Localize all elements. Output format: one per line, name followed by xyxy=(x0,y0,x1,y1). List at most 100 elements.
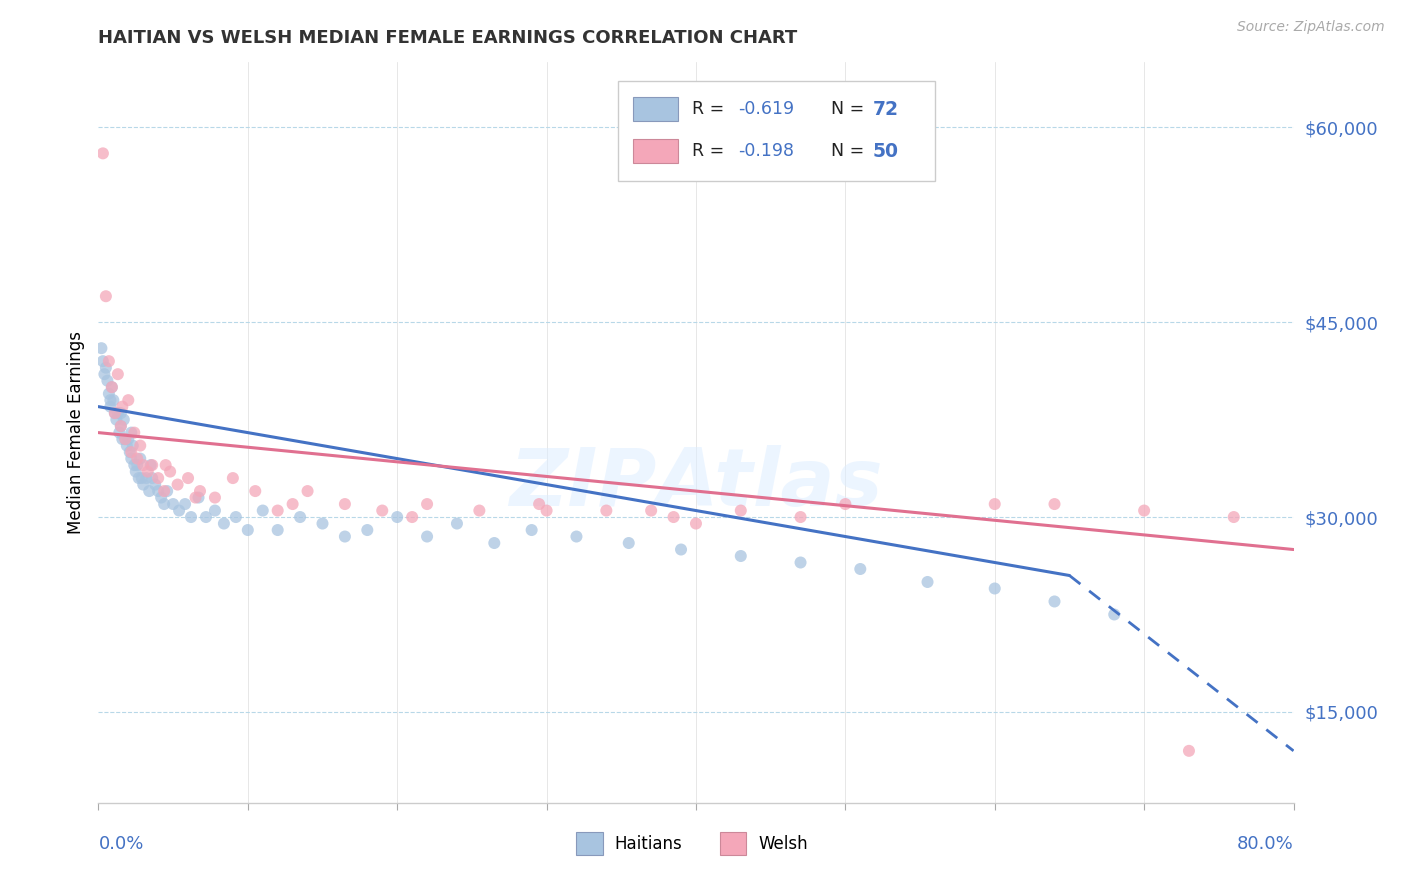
Point xyxy=(110,419,132,434)
Text: 50: 50 xyxy=(873,142,898,161)
Point xyxy=(96,374,118,388)
Point xyxy=(101,380,124,394)
Point xyxy=(789,510,811,524)
Point xyxy=(127,458,149,472)
Point xyxy=(129,439,152,453)
Point xyxy=(484,536,506,550)
Text: -0.619: -0.619 xyxy=(738,100,794,118)
Point xyxy=(204,491,226,505)
Point xyxy=(97,386,120,401)
Point xyxy=(128,471,150,485)
Point xyxy=(90,341,112,355)
Point xyxy=(111,432,134,446)
Point xyxy=(288,510,311,524)
Point xyxy=(124,425,146,440)
Point xyxy=(155,458,177,472)
Point xyxy=(153,484,176,499)
Point xyxy=(98,400,122,414)
Point xyxy=(1178,744,1201,758)
Point xyxy=(640,503,662,517)
Point xyxy=(117,432,139,446)
Point xyxy=(159,465,181,479)
Point xyxy=(139,458,162,472)
Point xyxy=(849,562,872,576)
Point xyxy=(1043,497,1066,511)
Point xyxy=(156,484,179,499)
Point xyxy=(204,503,226,517)
Point xyxy=(115,439,138,453)
Point xyxy=(333,529,356,543)
Point xyxy=(917,574,939,589)
Bar xyxy=(720,831,747,855)
Point xyxy=(141,458,163,472)
Point xyxy=(730,549,752,563)
Point xyxy=(446,516,468,531)
Point xyxy=(91,146,114,161)
Point xyxy=(385,510,409,524)
Point xyxy=(91,354,114,368)
Point xyxy=(281,497,304,511)
Text: N =: N = xyxy=(831,143,870,161)
Point xyxy=(267,503,290,517)
Text: ZIP​Atlas: ZIP​Atlas xyxy=(509,445,883,524)
Point xyxy=(120,445,142,459)
Point xyxy=(124,458,146,472)
Point xyxy=(108,425,131,440)
Point xyxy=(617,536,640,550)
Point xyxy=(125,465,148,479)
Point xyxy=(401,510,423,524)
Point xyxy=(111,400,134,414)
Point xyxy=(184,491,207,505)
Point xyxy=(94,360,117,375)
Point xyxy=(187,491,209,505)
Point xyxy=(188,484,211,499)
Point xyxy=(143,477,166,491)
Point xyxy=(595,503,617,517)
Point xyxy=(94,289,117,303)
Text: 0.0%: 0.0% xyxy=(98,835,143,853)
Point xyxy=(730,503,752,517)
Point xyxy=(121,439,143,453)
Point xyxy=(110,406,132,420)
Point xyxy=(112,412,135,426)
Point xyxy=(167,503,190,517)
Point xyxy=(984,497,1007,511)
Point xyxy=(236,523,259,537)
Point xyxy=(120,425,142,440)
Point xyxy=(1043,594,1066,608)
Point xyxy=(536,503,558,517)
Point xyxy=(118,445,141,459)
Point xyxy=(129,451,152,466)
Point xyxy=(416,529,439,543)
Point xyxy=(222,471,245,485)
Point xyxy=(131,471,153,485)
Point xyxy=(834,497,856,511)
Point xyxy=(162,497,184,511)
Point xyxy=(138,484,160,499)
Point xyxy=(93,367,115,381)
Point xyxy=(356,523,378,537)
Point xyxy=(107,367,129,381)
Text: 80.0%: 80.0% xyxy=(1237,835,1294,853)
Point xyxy=(105,412,128,426)
Bar xyxy=(576,831,603,855)
Point xyxy=(789,556,811,570)
Point xyxy=(225,510,247,524)
Point xyxy=(104,406,127,420)
Text: R =: R = xyxy=(692,100,730,118)
Point xyxy=(120,451,142,466)
Point xyxy=(132,458,155,472)
Point xyxy=(371,503,394,517)
Point xyxy=(166,477,188,491)
Text: 72: 72 xyxy=(873,100,898,119)
Text: N =: N = xyxy=(831,100,870,118)
Y-axis label: Median Female Earnings: Median Female Earnings xyxy=(66,331,84,534)
Point xyxy=(212,516,235,531)
Point xyxy=(177,471,200,485)
Point xyxy=(195,510,218,524)
Point xyxy=(267,523,290,537)
Point xyxy=(520,523,543,537)
Point xyxy=(1104,607,1126,622)
Text: -0.198: -0.198 xyxy=(738,143,794,161)
Point xyxy=(132,477,155,491)
